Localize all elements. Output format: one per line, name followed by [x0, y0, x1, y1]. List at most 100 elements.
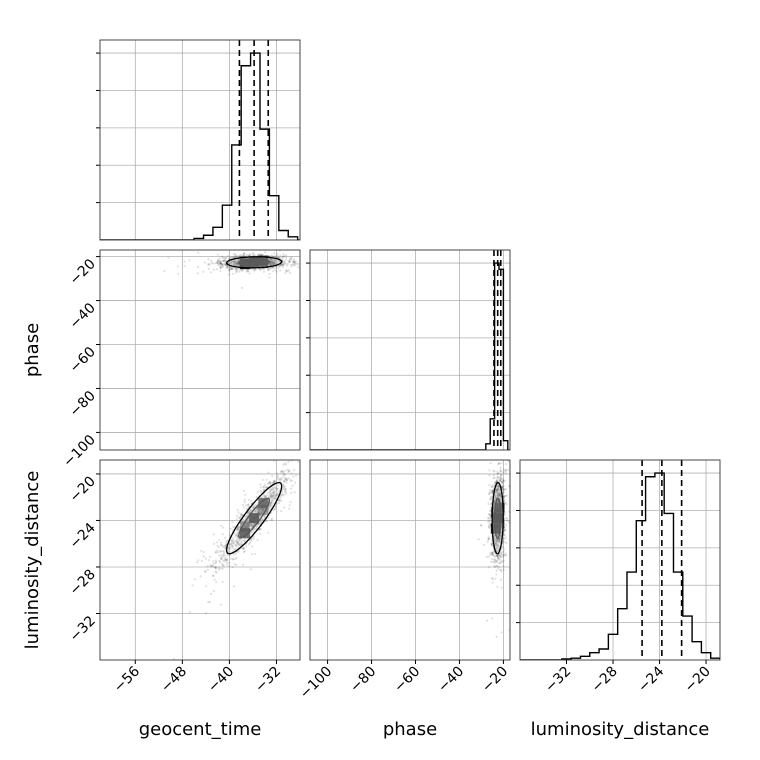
scatter-point	[232, 525, 235, 528]
scatter-point	[272, 500, 275, 503]
scatter-point	[219, 267, 222, 270]
scatter-point	[254, 552, 257, 556]
scatter-point	[241, 254, 244, 257]
scatter-point	[207, 258, 210, 261]
scatter-point	[240, 541, 243, 544]
scatter-point	[272, 491, 275, 494]
scatter-point	[218, 539, 221, 542]
scatter-point	[499, 478, 502, 481]
scatter-point	[268, 272, 271, 276]
scatter-point	[261, 253, 264, 256]
scatter-point	[340, 251, 342, 253]
scatter-point	[215, 561, 218, 564]
scatter-point	[226, 539, 229, 542]
scatter-point	[250, 509, 253, 512]
scatter-point	[281, 483, 284, 486]
scatter-point	[289, 257, 292, 260]
scatter-point	[274, 255, 277, 258]
scatter-point	[491, 617, 494, 620]
scatter-point	[491, 557, 494, 561]
scatter-point	[496, 493, 499, 496]
scatter-point	[236, 508, 239, 512]
scatter-point	[496, 544, 499, 547]
scatter-point	[262, 508, 265, 511]
scatter-point	[235, 528, 238, 531]
scatter-point	[494, 495, 497, 498]
scatter-point	[231, 267, 234, 270]
scatter-point	[495, 542, 498, 545]
scatter-point	[236, 260, 239, 263]
scatter-point	[249, 510, 252, 513]
scatter-point	[268, 263, 271, 266]
scatter-point	[269, 482, 272, 486]
scatter-point	[276, 502, 279, 505]
scatter-point	[285, 479, 288, 482]
scatter-point	[268, 276, 271, 279]
scatter-point	[498, 539, 502, 542]
scatter-point	[284, 269, 287, 272]
scatter-point	[249, 523, 252, 526]
scatter-point	[499, 494, 502, 497]
scatter-point	[282, 480, 285, 483]
scatter-point	[272, 261, 275, 264]
scatter-point	[221, 564, 224, 567]
scatter-point	[258, 253, 261, 256]
scatter-point	[232, 558, 235, 561]
scatter-point	[220, 557, 223, 560]
scatter-point	[274, 260, 277, 263]
scatter-point	[249, 568, 252, 571]
scatter-point	[271, 261, 274, 264]
scatter-point	[259, 512, 262, 516]
scatter-point	[236, 535, 239, 538]
scatter-point	[499, 479, 502, 483]
scatter-point	[234, 533, 237, 536]
scatter-point	[233, 261, 236, 264]
histogram-luminosity_distance	[520, 472, 720, 660]
x-tick-label-phase: −20	[479, 664, 511, 696]
scatter-point	[283, 479, 286, 482]
scatter-point	[494, 537, 497, 540]
scatter-point	[497, 471, 500, 474]
scatter-point	[483, 543, 486, 547]
scatter-point	[212, 533, 215, 536]
scatter-point	[281, 494, 284, 497]
scatter-point	[228, 546, 231, 549]
scatter-point	[500, 551, 503, 554]
scatter-point	[500, 570, 503, 573]
scatter-point	[305, 444, 307, 446]
scatter-point	[238, 258, 241, 262]
scatter-point	[493, 538, 496, 542]
scatter-point	[286, 468, 289, 471]
scatter-point	[505, 503, 508, 506]
scatter-point	[176, 265, 179, 268]
scatter-point	[485, 619, 489, 622]
scatter-point	[236, 532, 239, 535]
scatter-point	[491, 551, 494, 554]
scatter-point	[216, 260, 219, 263]
scatter-point	[491, 576, 494, 580]
x-tick-label-geocent_time: −48	[158, 664, 190, 696]
scatter-point	[504, 468, 507, 471]
scatter-point	[498, 492, 501, 495]
scatter-point	[217, 261, 220, 265]
scatter-point	[270, 260, 274, 263]
scatter-point	[218, 260, 222, 263]
scatter-point	[257, 508, 260, 511]
scatter-point	[495, 559, 498, 562]
scatter-point	[208, 600, 211, 604]
scatter-point	[246, 513, 250, 516]
scatter-point	[498, 494, 501, 497]
scatter-point	[493, 561, 496, 564]
scatter-point	[243, 551, 246, 554]
scatter-point	[265, 478, 268, 481]
scatter-point	[234, 262, 237, 265]
scatter-point	[283, 506, 286, 509]
scatter-point	[210, 565, 213, 568]
scatter-point	[496, 490, 499, 494]
scatter-point	[283, 480, 286, 483]
scatter-point	[283, 476, 286, 479]
scatter-point	[249, 509, 252, 512]
scatter-point	[230, 542, 233, 545]
scatter-point	[494, 490, 497, 493]
scatter-point	[234, 544, 237, 547]
